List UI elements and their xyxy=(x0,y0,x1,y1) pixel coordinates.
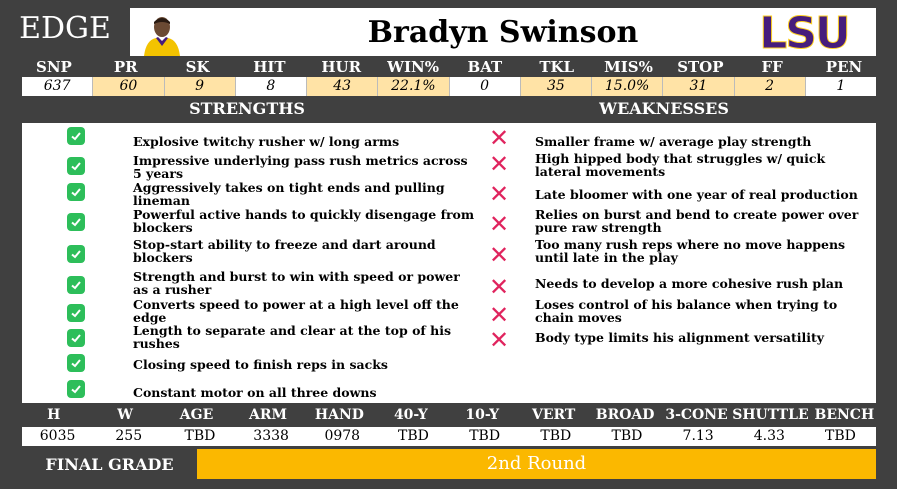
check-icon xyxy=(67,245,85,263)
measurable-label-4: HAND xyxy=(314,407,364,423)
strength-item: Aggressively takes on tight ends and pul… xyxy=(133,180,445,208)
x-icon: ✕ xyxy=(488,273,510,301)
stat-label-10: FF xyxy=(761,58,783,76)
strength-item: Explosive twitchy rusher w/ long arms xyxy=(133,133,400,149)
measurable-label-6: 10-Y xyxy=(465,407,500,423)
stat-value-10: 2 xyxy=(734,77,806,96)
check-icon xyxy=(67,329,85,347)
check-icon xyxy=(67,157,85,175)
lsu-logo-icon: LSU xyxy=(759,10,851,54)
strength-item: Stop-start ability to freeze and dart ar… xyxy=(133,237,436,265)
check-icon xyxy=(67,380,85,398)
strength-item: Constant motor on all three downs xyxy=(133,384,377,400)
check-icon xyxy=(67,354,85,372)
weakness-item: High hipped body that struggles w/ quick… xyxy=(535,151,826,179)
x-icon: ✕ xyxy=(488,210,510,238)
stat-value-7: 35 xyxy=(520,77,592,96)
strength-item: Converts speed to power at a high level … xyxy=(133,297,459,325)
stat-value-3: 8 xyxy=(236,77,307,96)
strengths-title: STRENGTHS xyxy=(189,99,305,118)
stat-label-5: WIN% xyxy=(387,58,439,76)
measurable-label-10: SHUTTLE xyxy=(732,407,809,423)
final-grade-value: 2nd Round xyxy=(197,449,876,479)
weakness-item: Relies on burst and bend to create power… xyxy=(535,207,859,235)
stat-label-4: HUR xyxy=(321,58,362,76)
final-grade-label: FINAL GRADE xyxy=(45,455,174,474)
stat-value-2: 9 xyxy=(164,77,236,96)
measurable-value-3: 3338 xyxy=(253,428,289,444)
check-icon xyxy=(67,304,85,322)
weakness-item: Smaller frame w/ average play strength xyxy=(535,133,812,149)
stat-label-7: TKL xyxy=(539,58,575,76)
measurable-label-8: BROAD xyxy=(595,407,655,423)
x-icon: ✕ xyxy=(488,124,510,152)
strengths-weaknesses-panel: Explosive twitchy rusher w/ long arms Imp… xyxy=(22,123,876,403)
check-icon xyxy=(67,213,85,231)
strength-item: Length to separate and clear at the top … xyxy=(133,323,452,351)
player-headshot-icon xyxy=(136,12,188,56)
measurable-value-8: TBD xyxy=(611,428,643,444)
strength-item: Closing speed to finish reps in sacks xyxy=(133,356,388,372)
stat-value-1: 60 xyxy=(93,77,165,96)
stat-label-3: HIT xyxy=(253,58,286,76)
weakness-item: Needs to develop a more cohesive rush pl… xyxy=(535,275,844,291)
x-icon: ✕ xyxy=(488,301,510,329)
measurables-values-row: 6035 255 TBD 3338 0978 TBD TBD TBD TBD 7.13 4.33 TB… xyxy=(22,427,876,446)
check-icon xyxy=(67,183,85,201)
strength-item: Impressive underlying pass rush metrics … xyxy=(133,153,468,181)
x-icon: ✕ xyxy=(488,150,510,178)
player-header: Bradyn Swinson LSU xyxy=(130,8,876,56)
stat-value-9: 31 xyxy=(663,77,735,96)
stat-label-2: SK xyxy=(185,58,210,76)
weakness-item: Loses control of his balance when trying… xyxy=(535,297,838,325)
measurable-value-0: 6035 xyxy=(39,428,76,444)
measurable-label-0: H xyxy=(47,407,61,423)
stat-label-6: BAT xyxy=(467,58,503,76)
weaknesses-title: WEAKNESSES xyxy=(599,99,729,118)
measurable-value-1: 255 xyxy=(115,428,143,444)
stat-value-6: 0 xyxy=(450,77,521,96)
stat-label-1: PR xyxy=(113,58,138,76)
position-label: EDGE xyxy=(19,10,111,46)
measurable-label-7: VERT xyxy=(531,407,576,423)
measurable-label-1: W xyxy=(117,407,133,423)
weakness-item: Late bloomer with one year of real produ… xyxy=(535,186,858,202)
measurable-label-11: BENCH xyxy=(814,407,875,423)
strength-item: Strength and burst to win with speed or … xyxy=(133,269,460,297)
logo-lettering: LSU xyxy=(759,10,848,54)
check-icon xyxy=(67,127,85,145)
stat-label-9: STOP xyxy=(677,58,724,76)
stat-value-8: 15.0% xyxy=(592,77,664,96)
stat-label-11: PEN xyxy=(825,58,863,76)
stat-value-5: 22.1% xyxy=(378,77,450,96)
measurable-value-10: 4.33 xyxy=(753,428,785,444)
stat-value-11: 1 xyxy=(836,78,846,94)
stat-value-4: 43 xyxy=(307,77,379,96)
stat-label-0: SNP xyxy=(36,58,72,76)
weakness-item: Too many rush reps where no move happens… xyxy=(535,237,846,265)
measurable-value-4: 0978 xyxy=(324,428,361,444)
check-icon xyxy=(67,276,85,294)
measurable-value-7: TBD xyxy=(540,428,572,444)
measurable-label-3: ARM xyxy=(248,407,287,423)
stat-values-row: 637 60 9 8 43 22.1% 0 35 15.0% 31 2 1 xyxy=(22,77,876,96)
measurable-label-9: 3-CONE xyxy=(665,407,728,423)
measurable-label-5: 40-Y xyxy=(393,407,428,423)
x-icon: ✕ xyxy=(488,241,510,269)
strength-item: Powerful active hands to quickly disenga… xyxy=(133,207,475,235)
x-icon: ✕ xyxy=(488,180,510,208)
measurable-value-9: 7.13 xyxy=(682,428,714,444)
weakness-item: Body type limits his alignment versatili… xyxy=(535,329,825,345)
measurable-value-5: TBD xyxy=(398,428,429,444)
measurable-value-11: TBD xyxy=(825,428,856,444)
player-name: Bradyn Swinson xyxy=(367,14,639,50)
measurables-labels-row: H W AGE ARM HAND 40-Y 10-Y VERT BROAD 3-CONE SHUTT… xyxy=(18,404,880,426)
stat-label-8: MIS% xyxy=(604,58,653,76)
x-icon: ✕ xyxy=(488,326,510,354)
stat-labels-row: SNP PR SK HIT HUR WIN% BAT TKL MIS% STOP FF PEN xyxy=(18,57,880,77)
measurable-label-2: AGE xyxy=(179,407,214,423)
measurable-value-6: TBD xyxy=(469,428,501,444)
stat-value-0: 637 xyxy=(22,77,94,96)
measurable-value-2: TBD xyxy=(184,428,216,444)
